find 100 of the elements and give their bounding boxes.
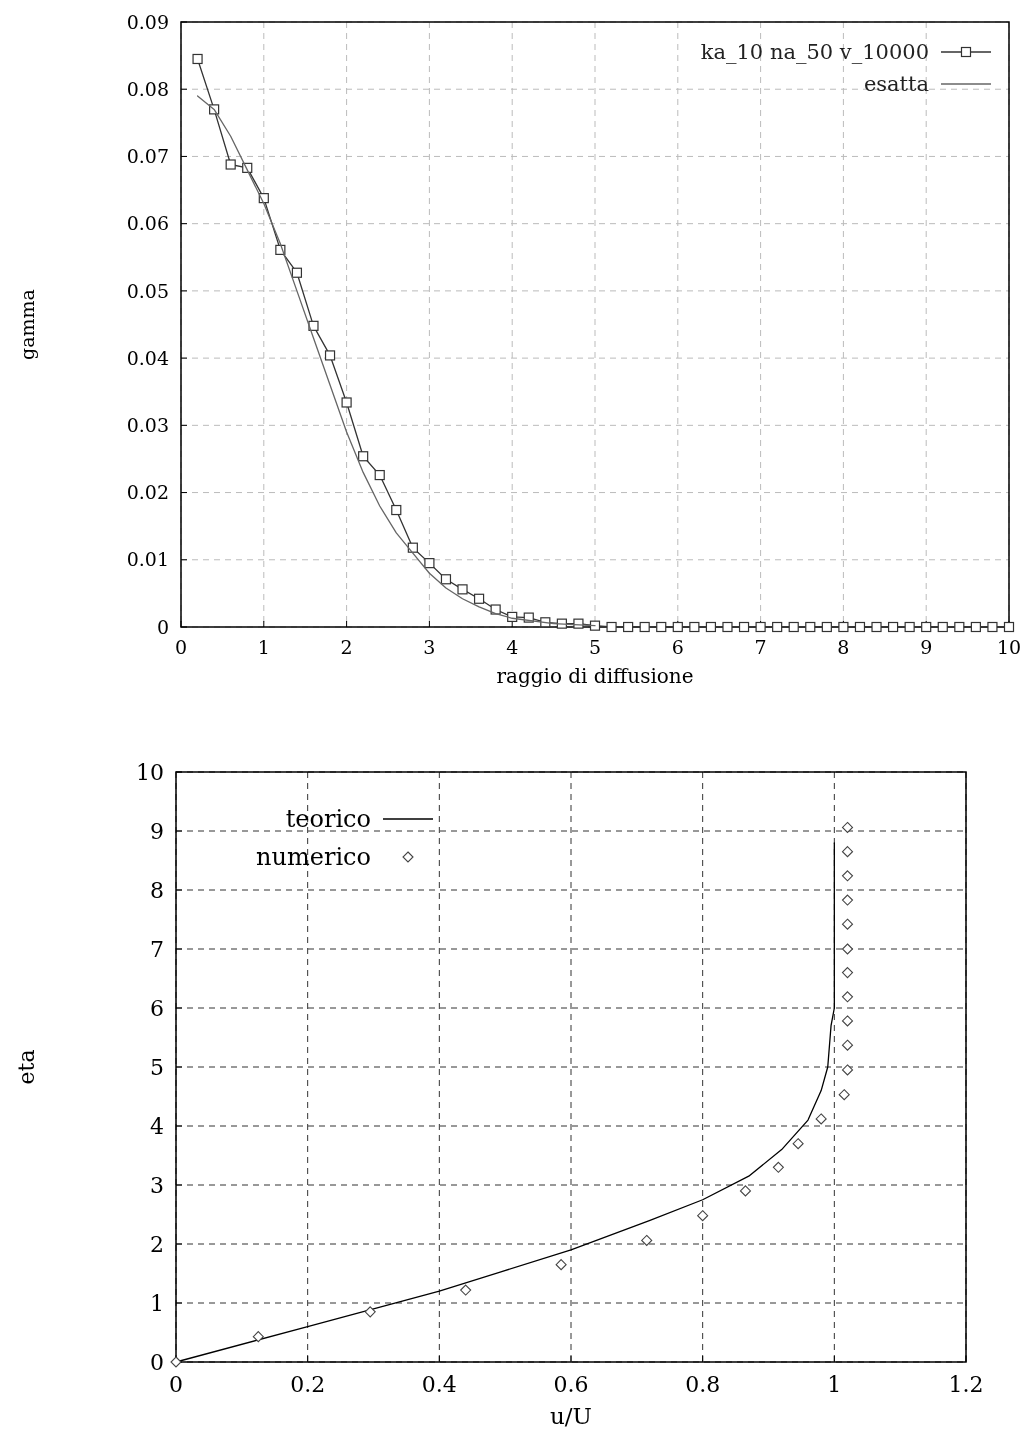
legend-label: ka_10 na_50 v_10000 [700, 40, 929, 65]
point [705, 621, 717, 633]
point [641, 1234, 653, 1247]
point [623, 621, 634, 633]
x-tick-label: 0.6 [553, 1372, 589, 1397]
point [738, 621, 750, 633]
point [887, 621, 899, 633]
y-tick-label: 2 [150, 1231, 164, 1257]
point [841, 870, 854, 882]
y-tick-label: 0 [156, 615, 169, 638]
point [225, 159, 236, 170]
y-tick-label: 0.06 [126, 212, 169, 235]
y-axis-title: eta [14, 1049, 39, 1085]
x-tick-label: 9 [920, 636, 933, 658]
legend-label: esatta [863, 72, 929, 97]
point [841, 1015, 854, 1027]
x-tick-label: 0 [174, 636, 188, 658]
point [821, 621, 832, 633]
point [841, 846, 854, 858]
x-axis-title: raggio di diffusione [496, 664, 694, 688]
point [841, 943, 854, 955]
point [904, 621, 915, 633]
point [291, 267, 303, 278]
point [424, 558, 435, 569]
point [841, 1039, 854, 1051]
point [722, 621, 733, 633]
x-tick-label: 1.2 [948, 1372, 984, 1397]
point [656, 621, 667, 633]
point [689, 621, 700, 633]
point [788, 621, 799, 633]
point [841, 1064, 854, 1076]
point [954, 621, 965, 633]
point [739, 1185, 752, 1197]
point [838, 621, 849, 633]
point [324, 350, 336, 361]
y-tick-label: 0.07 [126, 145, 169, 168]
point [838, 1089, 850, 1101]
point [937, 621, 948, 633]
point [871, 621, 882, 633]
x-tick-label: 8 [837, 636, 850, 658]
point [555, 1259, 567, 1271]
point [364, 1306, 376, 1318]
point [1003, 621, 1015, 633]
point [308, 320, 319, 331]
x-tick-label: 2 [340, 636, 353, 658]
x-tick-label: 5 [588, 636, 602, 658]
point [192, 53, 203, 65]
point [672, 621, 683, 633]
x-tick-label: 0.4 [421, 1372, 457, 1397]
point [792, 1138, 804, 1150]
point [374, 469, 385, 481]
point [772, 1161, 784, 1173]
point [341, 397, 352, 408]
y-tick-label: 0 [150, 1349, 164, 1375]
y-tick-label: 7 [150, 936, 164, 962]
point [815, 1113, 827, 1125]
y-tick-label: 9 [150, 818, 164, 844]
legend-label: numerico [256, 843, 371, 872]
x-tick-label: 3 [423, 636, 436, 658]
y-tick-label: 4 [150, 1113, 164, 1139]
y-tick-label: 0.08 [126, 77, 169, 100]
x-tick-label: 7 [754, 636, 767, 658]
legend-label: teorico [285, 805, 371, 834]
point [606, 621, 617, 633]
point [854, 621, 866, 633]
point [391, 504, 402, 516]
y-tick-label: 0.05 [126, 279, 169, 302]
y-tick-label: 0.02 [126, 481, 169, 504]
point [473, 593, 485, 604]
x-tick-label: 10 [996, 636, 1022, 658]
y-tick-label: 3 [150, 1172, 164, 1198]
y-tick-label: 8 [150, 877, 164, 903]
y-tick-label: 6 [150, 995, 164, 1021]
y-tick-label: 0.04 [126, 346, 169, 369]
point [252, 1331, 264, 1343]
point [921, 621, 932, 633]
point [970, 621, 981, 633]
y-tick-label: 0.01 [126, 548, 169, 571]
point [987, 621, 998, 633]
point [755, 621, 766, 633]
x-tick-label: 0.2 [290, 1372, 326, 1397]
y-tick-label: 1 [150, 1290, 164, 1316]
y-axis-title: gamma [16, 289, 38, 360]
point [772, 621, 783, 633]
x-axis-title: u/U [550, 1403, 592, 1429]
x-tick-label: 1 [257, 636, 270, 658]
x-tick-label: 1 [827, 1372, 842, 1397]
y-tick-label: 0.03 [126, 413, 169, 436]
point [358, 451, 369, 462]
point [460, 1284, 472, 1296]
x-tick-label: 6 [671, 636, 684, 658]
point [440, 574, 452, 585]
point [805, 621, 816, 633]
point [841, 967, 854, 979]
x-tick-label: 4 [506, 636, 519, 658]
point [841, 821, 854, 834]
y-tick-label: 0.09 [126, 10, 169, 33]
point [841, 894, 854, 906]
point [841, 991, 854, 1003]
x-tick-label: 0.8 [685, 1372, 721, 1397]
